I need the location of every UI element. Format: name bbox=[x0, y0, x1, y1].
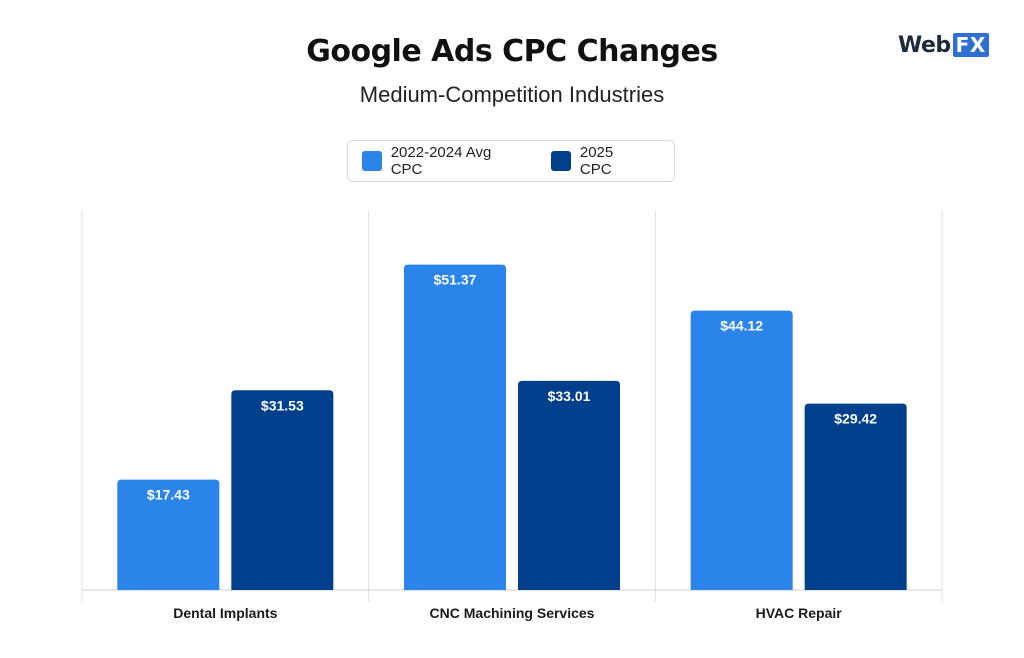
x-tick-label: Dental Implants bbox=[173, 605, 277, 621]
bar-value-label: $17.43 bbox=[147, 487, 190, 503]
bar-value-label: $33.01 bbox=[548, 388, 591, 404]
logo-text: Web bbox=[898, 32, 951, 58]
legend-item-series-1: 2022-2024 Avg CPC bbox=[362, 144, 525, 178]
legend-label-series-1: 2022-2024 Avg CPC bbox=[390, 144, 492, 178]
bar-value-label: $29.42 bbox=[834, 411, 877, 427]
bar bbox=[690, 310, 793, 590]
chart-title: Google Ads CPC Changes bbox=[306, 34, 718, 69]
bar bbox=[804, 403, 907, 590]
bar bbox=[117, 479, 220, 590]
bar-value-label: $51.37 bbox=[434, 272, 477, 288]
logo-badge: FX bbox=[952, 33, 989, 57]
x-tick-label: CNC Machining Services bbox=[430, 605, 595, 621]
bar bbox=[518, 380, 620, 590]
bar bbox=[404, 264, 506, 590]
legend-label-series-2: 2025 CPC bbox=[579, 144, 614, 178]
chart-subtitle: Medium-Competition Industries bbox=[359, 82, 665, 107]
x-tick-label: HVAC Repair bbox=[756, 605, 843, 621]
legend-item-series-2: 2025 CPC bbox=[551, 144, 648, 178]
bar bbox=[231, 390, 334, 590]
chart-legend: 2022-2024 Avg CPC 2025 CPC bbox=[347, 140, 675, 182]
webfx-logo: Web FX bbox=[898, 32, 989, 58]
legend-swatch-series-1 bbox=[362, 151, 382, 171]
bar-value-label: $31.53 bbox=[261, 397, 304, 413]
legend-swatch-series-2 bbox=[551, 151, 571, 171]
bar-value-label: $44.12 bbox=[720, 318, 763, 334]
